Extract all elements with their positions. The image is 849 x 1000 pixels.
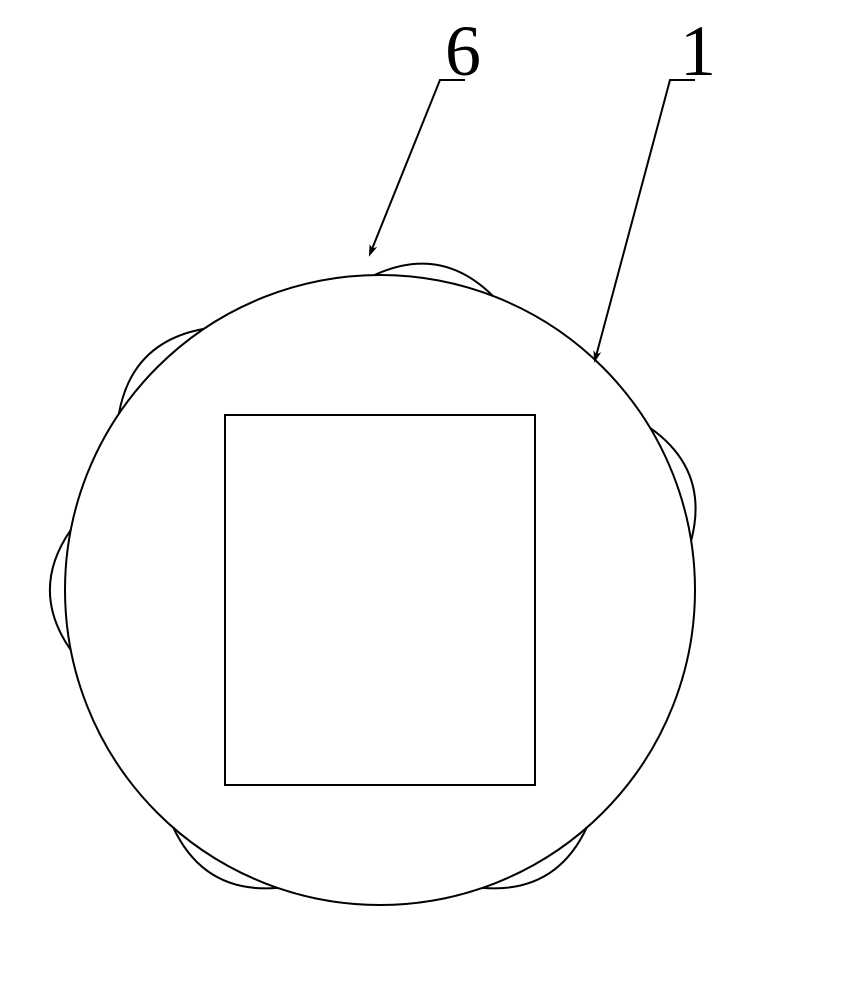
leader-label6 [370,80,465,254]
callout-label6: 6 [445,10,481,93]
engineering-diagram [0,0,849,1000]
bump-3 [173,828,277,889]
inner-rectangle [225,415,535,785]
main-circle [65,275,695,905]
bump-5 [119,329,204,414]
leader-label1 [595,80,695,360]
bump-2 [483,828,587,889]
callout-label1: 1 [680,10,716,93]
